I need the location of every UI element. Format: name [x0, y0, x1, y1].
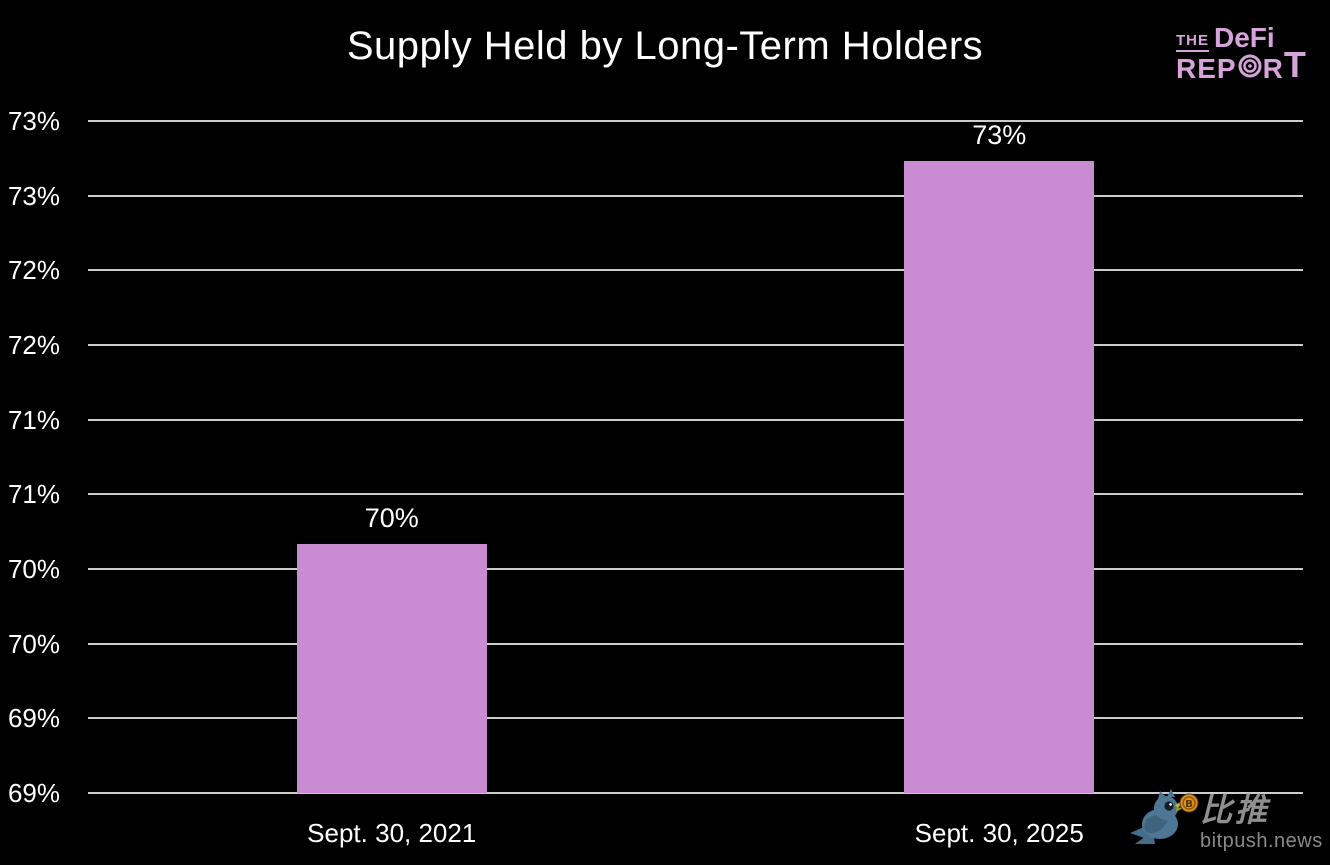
- x-axis-category-label: Sept. 30, 2025: [914, 818, 1084, 848]
- defi-logo-defi: DeFi: [1214, 22, 1275, 53]
- bar-value-label: 73%: [972, 120, 1027, 151]
- gridline: [88, 344, 1303, 346]
- y-axis-tick-label: 71%: [7, 479, 60, 510]
- gridline: [88, 194, 1303, 197]
- chart-title: Supply Held by Long-Term Holders: [346, 24, 984, 68]
- svg-text:B: B: [1185, 799, 1193, 810]
- gridline: [88, 568, 1303, 570]
- bar-value-label: 70%: [364, 502, 419, 533]
- y-axis-tick-label: 69%: [7, 703, 60, 734]
- defi-logo-the: THE: [1176, 33, 1209, 52]
- y-axis-tick-label: 73%: [7, 106, 60, 136]
- defi-logo-line2: REP R T: [1176, 43, 1310, 85]
- gridline: [88, 792, 1303, 794]
- bitpush-watermark-text: 比推 bitpush.news: [1200, 794, 1323, 853]
- defi-logo-r: R: [1262, 52, 1284, 84]
- bitpush-cjk-name: 比推: [1200, 792, 1271, 828]
- gridline: [88, 269, 1303, 272]
- defi-logo-rep: REP: [1176, 52, 1237, 84]
- y-axis-tick-label: 70%: [7, 628, 60, 659]
- bitpush-watermark: B 比推 bitpush.news: [1128, 786, 1328, 861]
- gridline: [88, 493, 1303, 496]
- gridline: [88, 120, 1303, 122]
- y-axis-tick-label: 71%: [7, 404, 60, 435]
- target-icon: [1238, 54, 1262, 83]
- y-axis-tick-label: 72%: [7, 330, 60, 360]
- bitpush-bird-icon: B: [1130, 789, 1199, 844]
- x-axis-category-label: Sept. 30, 2021: [307, 818, 477, 848]
- defi-logo-t: T: [1283, 43, 1307, 85]
- defi-logo-line1: THE DeFi: [1176, 24, 1310, 52]
- bitpush-domain: bitpush.news: [1200, 830, 1323, 852]
- y-axis-tick-label: 70%: [7, 554, 60, 584]
- gridline: [88, 642, 1303, 645]
- y-axis-tick-label: 69%: [7, 778, 60, 808]
- y-axis-tick-label: 73%: [7, 180, 60, 211]
- defi-report-logo: THE DeFi REP R T: [1176, 24, 1310, 83]
- bar: [296, 543, 487, 793]
- gridline: [88, 717, 1303, 720]
- bar: [904, 161, 1095, 793]
- y-axis-tick-label: 72%: [7, 255, 60, 286]
- gridline: [88, 418, 1303, 421]
